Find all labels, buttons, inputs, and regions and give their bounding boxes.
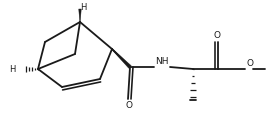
Polygon shape (112, 49, 131, 68)
Text: H: H (10, 65, 16, 73)
Text: O: O (125, 102, 132, 111)
Text: H: H (80, 4, 86, 12)
Text: O: O (246, 59, 253, 68)
Text: NH: NH (155, 58, 169, 66)
Text: O: O (213, 31, 221, 39)
Polygon shape (79, 9, 81, 22)
